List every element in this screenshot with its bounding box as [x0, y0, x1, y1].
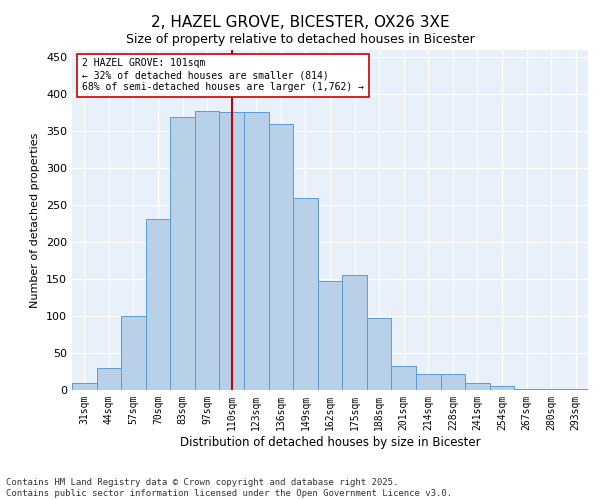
- X-axis label: Distribution of detached houses by size in Bicester: Distribution of detached houses by size …: [179, 436, 481, 448]
- Bar: [539, 388, 563, 390]
- Bar: [97, 368, 121, 390]
- Bar: [391, 366, 416, 390]
- Bar: [465, 382, 490, 390]
- Bar: [514, 388, 539, 390]
- Text: 2 HAZEL GROVE: 101sqm
← 32% of detached houses are smaller (814)
68% of semi-det: 2 HAZEL GROVE: 101sqm ← 32% of detached …: [82, 58, 364, 92]
- Bar: [416, 374, 440, 390]
- Bar: [342, 276, 367, 390]
- Bar: [72, 384, 97, 390]
- Bar: [318, 282, 342, 390]
- Text: Size of property relative to detached houses in Bicester: Size of property relative to detached ho…: [125, 32, 475, 46]
- Bar: [220, 112, 244, 390]
- Bar: [244, 112, 269, 390]
- Bar: [170, 116, 195, 390]
- Text: Contains HM Land Registry data © Crown copyright and database right 2025.
Contai: Contains HM Land Registry data © Crown c…: [6, 478, 452, 498]
- Bar: [490, 386, 514, 390]
- Text: 2, HAZEL GROVE, BICESTER, OX26 3XE: 2, HAZEL GROVE, BICESTER, OX26 3XE: [151, 15, 449, 30]
- Bar: [121, 316, 146, 390]
- Bar: [293, 198, 318, 390]
- Bar: [269, 124, 293, 390]
- Bar: [367, 318, 391, 390]
- Bar: [440, 374, 465, 390]
- Bar: [146, 218, 170, 390]
- Bar: [195, 110, 220, 390]
- Y-axis label: Number of detached properties: Number of detached properties: [31, 132, 40, 308]
